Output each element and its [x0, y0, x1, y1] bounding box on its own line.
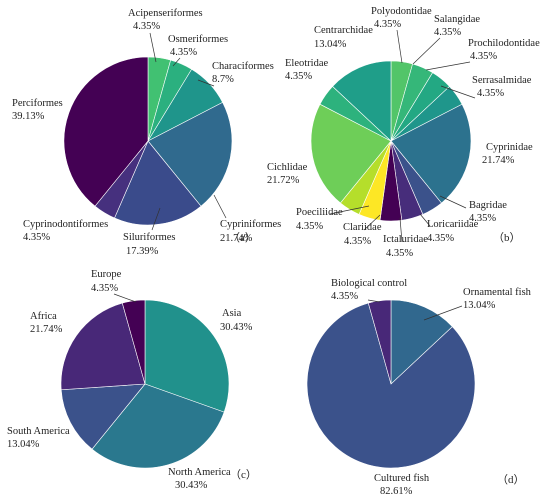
pie-b-slice-cyprinidae	[390, 103, 472, 204]
pct-north-america: 30.43%	[175, 480, 208, 491]
pct-asia: 30.43%	[220, 322, 253, 333]
label-siluriformes: Siluriformes	[123, 232, 176, 243]
pie-chart-b	[310, 29, 476, 243]
pie-b-slice-centrarchidae	[332, 60, 392, 142]
label-cultured-fish: Cultured fish	[374, 473, 430, 484]
label-bagridae: Bagridae	[469, 200, 507, 211]
pct-acipenseriformes: 4.35%	[133, 21, 160, 32]
label-cypriniformes: Cypriniformes	[220, 219, 281, 230]
leader-line-b-loricariidae	[419, 213, 431, 227]
pct-serrasalmidae: 4.35%	[477, 88, 504, 99]
panel-label-d: （d）	[497, 473, 525, 486]
label-europe: Europe	[91, 269, 122, 280]
pct-perciformes: 39.13%	[12, 111, 45, 122]
label-poeciliidae: Poeciliidae	[296, 207, 343, 218]
pie-c-slice-africa	[60, 302, 146, 391]
pie-c-slice-north-america	[91, 383, 225, 469]
label-perciformes: Perciformes	[12, 98, 63, 109]
pie-b-slice-cichlidae	[310, 103, 392, 204]
label-cichlidae: Cichlidae	[267, 162, 308, 173]
panel-label-b: （b）	[493, 231, 521, 244]
leader-line-a-acipenseriformes	[149, 32, 157, 63]
pct-bagridae: 4.35%	[469, 213, 496, 224]
pct-polyodontidae: 4.35%	[374, 19, 401, 30]
leader-line-b-bagridae	[439, 195, 467, 209]
label-south-america: South America	[7, 426, 70, 437]
pie-c-slice-south-america	[60, 383, 146, 450]
pie-d-slice-cultured-fish	[306, 302, 476, 469]
pie-d-slice-ornamental-fish	[390, 299, 453, 385]
label-salangidae: Salangidae	[434, 14, 480, 25]
label-africa: Africa	[30, 311, 57, 322]
panel-label-a: （a）	[229, 231, 256, 244]
label-cyprinidae: Cyprinidae	[486, 142, 533, 153]
pct-cichlidae: 21.72%	[267, 175, 300, 186]
pct-characiformes: 8.7%	[212, 74, 234, 85]
leader-line-a-cypriniformes	[213, 194, 227, 219]
pct-cultured-fish: 82.61%	[380, 486, 413, 497]
label-serrasalmidae: Serrasalmidae	[472, 75, 532, 86]
leader-line-d-biological-control	[367, 299, 381, 303]
leader-line-b-serrasalmidae	[440, 85, 476, 99]
pct-poeciliidae: 4.35%	[296, 221, 323, 232]
label-prochilodontidae: Prochilodontidae	[468, 38, 540, 49]
pct-ictaluridae: 4.35%	[386, 248, 413, 259]
pct-south-america: 13.04%	[7, 439, 40, 450]
pie-chart-a	[63, 32, 233, 231]
pie-a-slice-siluriformes	[114, 140, 202, 226]
label-characiformes: Characiformes	[212, 61, 274, 72]
leader-line-a-siluriformes	[151, 207, 161, 231]
label-loricariidae: Loricariidae	[427, 219, 479, 230]
pie-c-slice-asia	[144, 299, 230, 413]
label-eleotridae: Eleotridae	[285, 58, 328, 69]
label-polyodontidae: Polyodontidae	[371, 6, 432, 17]
leader-line-d-ornamental-fish	[423, 305, 463, 321]
label-ictaluridae: Ictaluridae	[383, 234, 428, 245]
panel-label-c: （c）	[230, 468, 257, 481]
pct-ornamental-fish: 13.04%	[463, 300, 496, 311]
pct-cyprinodontiformes: 4.35%	[23, 232, 50, 243]
label-osmeriformes: Osmeriformes	[168, 34, 228, 45]
pie-a-slice-perciformes	[63, 56, 149, 207]
label-biological-control: Biological control	[331, 278, 407, 289]
pie-b-labels: Polyodontidae 4.35% Salangidae 4.35% Pro…	[267, 6, 540, 259]
label-acipenseriformes: Acipenseriformes	[128, 8, 203, 19]
leader-line-c-europe	[113, 293, 137, 303]
leader-line-b-poeciliidae	[329, 205, 370, 215]
pie-a-slice-cypriniformes	[147, 101, 233, 207]
pct-siluriformes: 17.39%	[126, 246, 159, 257]
label-ornamental-fish: Ornamental fish	[463, 287, 532, 298]
pie-chart-c	[60, 293, 230, 469]
label-asia: Asia	[222, 308, 242, 319]
pct-centrarchidae: 13.04%	[314, 39, 347, 50]
pie-a-labels: Acipenseriformes 4.35% Osmeriformes 4.35…	[12, 8, 281, 257]
label-centrarchidae: Centrarchidae	[314, 25, 373, 36]
leader-line-a-osmeriformes	[172, 57, 181, 67]
pct-eleotridae: 4.35%	[285, 71, 312, 82]
pie-chart-d	[306, 299, 476, 469]
leader-line-a-characiformes	[197, 79, 215, 87]
pct-europe: 4.35%	[91, 283, 118, 294]
pct-prochilodontidae: 4.35%	[470, 51, 497, 62]
pct-salangidae: 4.35%	[434, 27, 461, 38]
label-cyprinodontiformes: Cyprinodontiformes	[23, 219, 108, 230]
pie-d-labels: Biological control 4.35% Ornamental fish…	[331, 278, 532, 497]
leader-line-b-salangidae	[412, 37, 441, 65]
pct-osmeriformes: 4.35%	[170, 47, 197, 58]
pie-c-labels: Europe 4.35% Asia 30.43% Africa 21.74% S…	[7, 269, 257, 491]
leader-line-b-polyodontidae	[396, 29, 403, 64]
label-clariidae: Clariidae	[343, 222, 382, 233]
label-north-america: North America	[168, 467, 231, 478]
leader-line-b-ictaluridae	[399, 217, 403, 243]
leader-line-b-clariidae	[363, 214, 381, 231]
pct-africa: 21.74%	[30, 324, 63, 335]
pct-clariidae: 4.35%	[344, 236, 371, 247]
leader-line-b-prochilodontidae	[425, 61, 471, 71]
pie-d-slice-biological-control	[367, 299, 392, 385]
pct-biological-control: 4.35%	[331, 291, 358, 302]
pct-loricariidae: 4.35%	[427, 233, 454, 244]
pct-cypriniformes: 21.74%	[220, 233, 253, 244]
pct-cyprinidae: 21.74%	[482, 155, 515, 166]
